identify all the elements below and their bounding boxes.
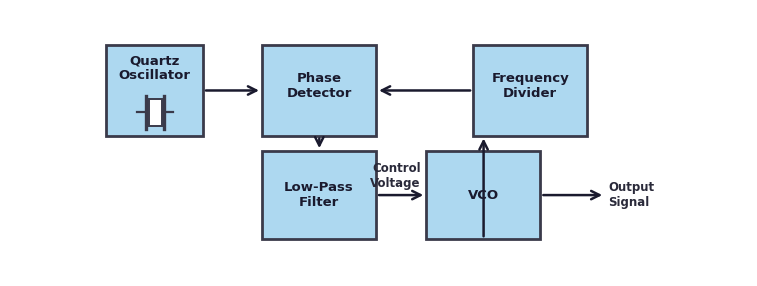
Text: Phase
Detector: Phase Detector (286, 72, 352, 100)
Bar (262, 151, 376, 239)
Bar (262, 45, 376, 136)
Text: VCO: VCO (468, 188, 499, 202)
Bar (148, 99, 161, 126)
Bar (473, 45, 587, 136)
Text: Control
Voltage: Control Voltage (370, 162, 421, 190)
Bar (106, 45, 203, 136)
Bar (426, 151, 540, 239)
Text: Output
Signal: Output Signal (608, 181, 654, 209)
Text: Quartz
Oscillator: Quartz Oscillator (119, 54, 191, 82)
Text: Frequency
Divider: Frequency Divider (491, 72, 569, 100)
Text: Low-Pass
Filter: Low-Pass Filter (284, 181, 354, 209)
